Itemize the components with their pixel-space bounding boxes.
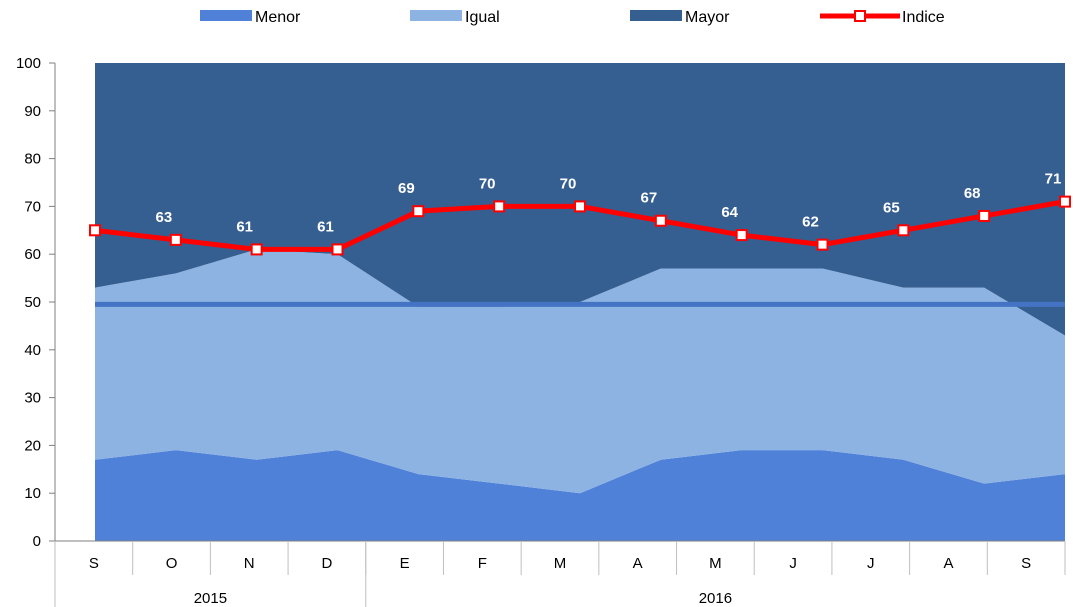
x-tick-label: A	[633, 555, 643, 572]
legend-label-igual: Igual	[465, 9, 500, 26]
indice-data-label: 68	[964, 185, 981, 202]
y-tick-label: 50	[24, 294, 41, 311]
x-tick-label: J	[789, 555, 797, 572]
indice-marker	[978, 209, 991, 222]
y-tick-label: 70	[24, 198, 41, 215]
x-tick-label: O	[166, 555, 178, 572]
indice-marker	[574, 200, 586, 213]
indice-line: 65 63 61 61 69 70 70 67 64 62 65 68 71	[75, 171, 1071, 256]
area-igual	[95, 249, 1065, 494]
y-tick-label: 10	[24, 485, 41, 502]
x-tick-label: D	[322, 555, 333, 572]
indice-data-label: 70	[560, 175, 577, 192]
x-tick-label: M	[709, 555, 722, 572]
legend-label-mayor: Mayor	[685, 9, 730, 26]
legend-swatch-menor	[200, 10, 252, 21]
x-tick-label: A	[943, 555, 953, 572]
y-tick-label: 30	[24, 390, 41, 407]
year-label: 2016	[699, 590, 732, 607]
indice-marker	[654, 214, 667, 227]
legend-label-indice: Indice	[902, 9, 945, 26]
indice-marker	[1059, 195, 1071, 208]
indice-data-label: 71	[1045, 171, 1062, 188]
indice-marker	[89, 224, 101, 237]
indice-data-label: 61	[317, 218, 334, 235]
indice-data-label: 65	[883, 199, 900, 216]
indice-data-label: 69	[398, 180, 415, 197]
indice-data-label: 64	[721, 204, 738, 221]
x-tick-label: F	[478, 555, 487, 572]
indice-marker	[493, 200, 506, 213]
y-tick-label: 40	[24, 342, 41, 359]
year-label: 2015	[194, 590, 227, 607]
x-tick-label: S	[1021, 555, 1031, 572]
y-tick-label: 60	[24, 246, 41, 263]
axes: 0 10 20 30 40 50 60 70 80 90 100 S O N D E F M A M J J A S 2015 2…	[16, 55, 1066, 607]
legend-swatch-marker	[854, 10, 866, 22]
x-tick-label: S	[89, 555, 99, 572]
legend-label-menor: Menor	[255, 9, 301, 26]
indice-data-label: 67	[640, 190, 657, 207]
y-tick-label: 90	[24, 103, 41, 120]
legend-swatch-mayor	[630, 10, 682, 21]
indice-marker	[735, 229, 748, 242]
indice-data-label: 70	[479, 175, 496, 192]
legend: Menor Igual Mayor Indice	[200, 9, 945, 26]
area-menor	[95, 450, 1065, 541]
y-tick-label: 0	[33, 533, 41, 550]
indice-data-label: 61	[236, 218, 253, 235]
y-tick-label: 80	[24, 151, 41, 168]
indice-marker	[250, 243, 263, 256]
x-tick-label: M	[554, 555, 567, 572]
y-tick-label: 100	[16, 55, 41, 72]
stacked-areas	[95, 63, 1065, 541]
indice-marker	[897, 224, 910, 237]
x-tick-label: J	[867, 555, 875, 572]
indice-marker	[331, 243, 344, 256]
indice-marker	[816, 238, 829, 251]
indice-marker	[169, 233, 182, 246]
x-tick-label: E	[400, 555, 410, 572]
y-tick-label: 20	[24, 437, 41, 454]
indice-data-label: 63	[155, 209, 172, 226]
indice-data-label: 62	[802, 214, 819, 231]
area-mayor	[95, 63, 1065, 336]
legend-swatch-igual	[410, 10, 462, 21]
indice-marker	[412, 205, 425, 218]
indice-data-label: 65	[75, 199, 92, 216]
x-tick-label: N	[244, 555, 255, 572]
